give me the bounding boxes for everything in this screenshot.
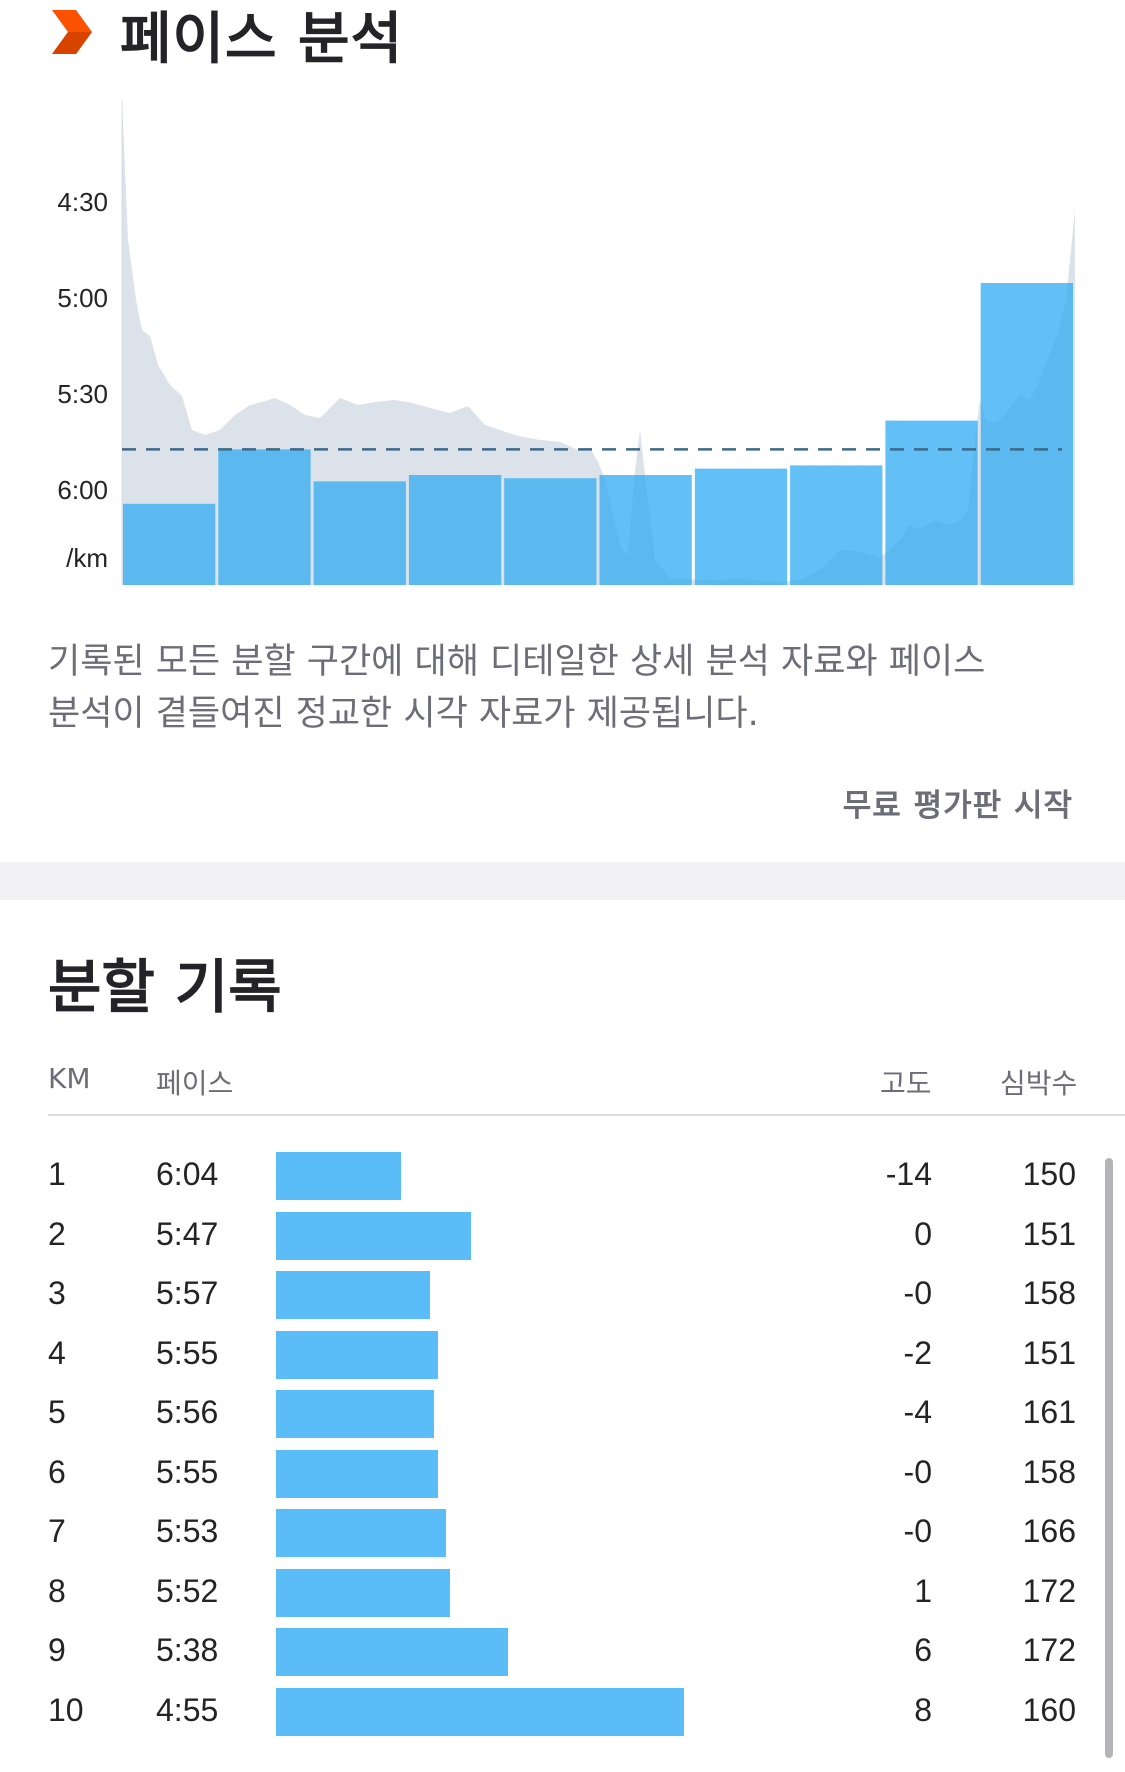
- split-elevation: -2: [903, 1334, 932, 1371]
- table-row[interactable]: 3 5:57 -0 158: [0, 1267, 1125, 1327]
- pace-bar: [408, 475, 502, 586]
- split-km: 8: [48, 1572, 66, 1609]
- split-pace-bar: [276, 1152, 401, 1200]
- split-km: 4: [48, 1334, 66, 1371]
- y-tick-label: 4:30: [57, 187, 108, 217]
- split-heart-rate: 172: [1022, 1632, 1076, 1668]
- split-pace: 5:55: [156, 1453, 219, 1490]
- pace-bar: [313, 481, 406, 586]
- split-heart-rate: 158: [1022, 1453, 1076, 1490]
- section-separator: [0, 862, 1125, 900]
- table-row[interactable]: 10 4:55 8 160: [0, 1684, 1125, 1744]
- strava-chevron-icon: [52, 10, 92, 54]
- pace-description: 기록된 모든 분할 구간에 대해 디테일한 상세 분석 자료와 페이스 분석이 …: [48, 636, 1048, 740]
- header-divider: [48, 1114, 1125, 1116]
- elevation-area: [122, 100, 1075, 586]
- split-km: 5: [48, 1394, 66, 1430]
- scrollbar[interactable]: [1105, 1158, 1113, 1758]
- table-row[interactable]: 2 5:47 0 151: [0, 1208, 1125, 1268]
- split-pace-bar: [276, 1628, 508, 1676]
- y-tick-label: 5:30: [57, 379, 108, 409]
- split-elevation: 1: [914, 1572, 932, 1609]
- split-km: 3: [48, 1275, 66, 1311]
- split-pace: 4:55: [156, 1691, 219, 1728]
- pace-bar: [694, 468, 788, 586]
- split-pace-bar: [276, 1211, 471, 1260]
- table-row[interactable]: 9 5:38 6 172: [0, 1624, 1125, 1684]
- split-heart-rate: 172: [1022, 1572, 1076, 1609]
- split-pace-bar: [276, 1330, 438, 1379]
- header-km: KM: [48, 1062, 91, 1095]
- split-pace-bar: [276, 1271, 430, 1319]
- split-elevation: -0: [903, 1275, 932, 1311]
- split-pace: 5:53: [156, 1513, 219, 1549]
- pace-bar: [123, 503, 216, 586]
- pace-bar: [599, 475, 692, 586]
- split-heart-rate: 161: [1022, 1394, 1076, 1430]
- page-title: 페이스 분석: [120, 7, 404, 72]
- pace-chart-svg: [121, 100, 1075, 587]
- header-elevation: 고도: [880, 1067, 932, 1100]
- table-row[interactable]: 1 6:04 -14 150: [0, 1148, 1125, 1208]
- table-row[interactable]: 5 5:56 -4 161: [0, 1386, 1125, 1446]
- split-elevation: 6: [914, 1632, 932, 1668]
- table-row[interactable]: 7 5:53 -0 166: [0, 1505, 1125, 1565]
- split-km: 6: [48, 1453, 66, 1490]
- split-elevation: -14: [885, 1156, 932, 1192]
- split-km: 2: [48, 1215, 66, 1252]
- split-pace-bar: [276, 1509, 447, 1557]
- split-elevation: -4: [903, 1394, 932, 1430]
- split-pace-bar: [276, 1390, 434, 1438]
- pace-bar: [218, 449, 311, 586]
- split-heart-rate: 150: [1022, 1156, 1076, 1192]
- split-elevation: -0: [903, 1513, 932, 1549]
- pace-description-line2: 분석이 곁들여진 정교한 시각 자료가 제공됩니다.: [48, 694, 759, 734]
- split-km: 10: [48, 1691, 84, 1728]
- split-pace: 5:57: [156, 1275, 219, 1311]
- split-km: 7: [48, 1513, 66, 1549]
- split-pace: 6:04: [156, 1156, 219, 1192]
- table-row[interactable]: 4 5:55 -2 151: [0, 1327, 1125, 1387]
- split-pace: 5:38: [156, 1632, 219, 1668]
- split-heart-rate: 151: [1022, 1334, 1076, 1371]
- pace-description-line1: 기록된 모든 분할 구간에 대해 디테일한 상세 분석 자료와 페이스: [48, 642, 986, 682]
- split-km: 1: [48, 1156, 66, 1192]
- y-unit-label: /km: [66, 543, 108, 573]
- table-row[interactable]: 8 5:52 1 172: [0, 1565, 1125, 1625]
- split-heart-rate: 166: [1022, 1513, 1076, 1549]
- free-trial-button[interactable]: 무료 평가판 시작: [842, 788, 1073, 824]
- pace-bar: [504, 478, 597, 586]
- split-pace: 5:56: [156, 1394, 219, 1430]
- header-heart-rate: 심박수: [1000, 1067, 1078, 1100]
- split-elevation: 8: [914, 1691, 932, 1728]
- pace-chart: 4:30 5:00 5:30 6:00/km: [0, 100, 1125, 620]
- split-pace-bar: [276, 1449, 438, 1498]
- split-heart-rate: 158: [1022, 1275, 1076, 1311]
- split-pace-bar: [276, 1687, 684, 1736]
- split-pace: 5:47: [156, 1215, 219, 1252]
- pace-bar: [790, 465, 883, 586]
- y-tick-label: 6:00: [57, 475, 108, 505]
- split-heart-rate: 160: [1022, 1691, 1076, 1728]
- split-km: 9: [48, 1632, 66, 1668]
- elevation-overlay: [122, 100, 1075, 586]
- split-elevation: 0: [914, 1215, 932, 1252]
- split-pace: 5:52: [156, 1572, 219, 1609]
- splits-title: 분할 기록: [48, 953, 282, 1021]
- header-pace: 페이스: [156, 1067, 234, 1100]
- pace-analysis-section: 페이스 분석 4:30 5:00 5:30 6:00/km 기록된 모든 분할 구간에…: [0, 0, 1125, 862]
- split-elevation: -0: [903, 1453, 932, 1490]
- y-tick-label: 5:00: [57, 283, 108, 313]
- split-pace: 5:55: [156, 1334, 219, 1371]
- table-row[interactable]: 6 5:55 -0 158: [0, 1446, 1125, 1506]
- split-pace-bar: [276, 1568, 451, 1617]
- pace-bar: [980, 283, 1073, 586]
- split-heart-rate: 151: [1022, 1215, 1076, 1252]
